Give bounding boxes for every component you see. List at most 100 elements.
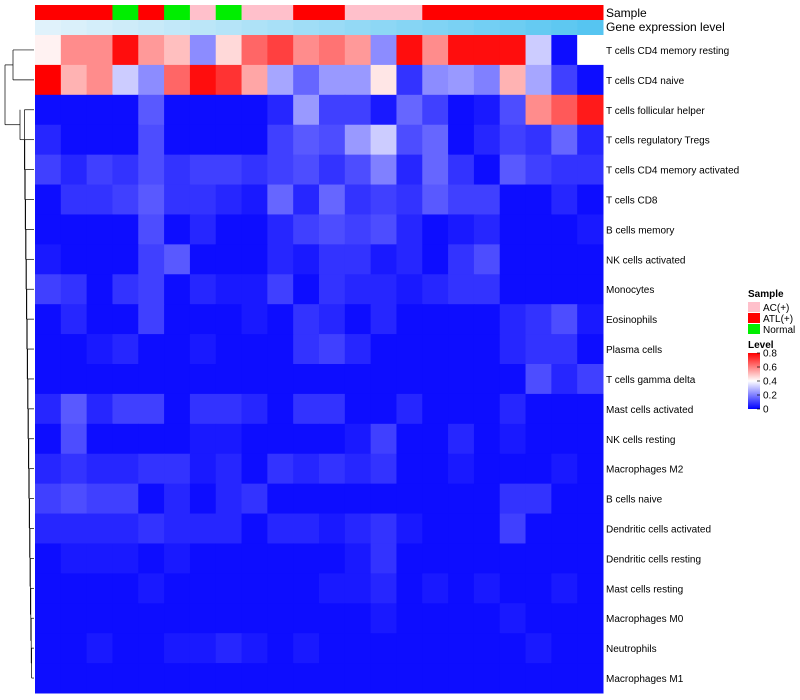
row-label: Eosinophils <box>606 315 657 326</box>
heatmap-cell <box>551 124 578 156</box>
heatmap-cell <box>215 214 243 245</box>
heatmap-cell <box>35 393 62 425</box>
heatmap-cell <box>164 423 191 455</box>
heatmap-cell <box>577 633 604 664</box>
heatmap-cell <box>422 543 449 574</box>
heatmap-cell <box>499 35 527 66</box>
sample-annotation-cell <box>396 5 423 20</box>
heatmap-cell <box>86 483 113 515</box>
heatmap-cell <box>60 603 88 634</box>
sample-annotation-cell <box>86 5 113 20</box>
heatmap-cell <box>319 483 346 515</box>
heatmap-cell <box>241 244 268 275</box>
heatmap-cell <box>86 154 113 186</box>
heatmap-cell <box>396 453 423 485</box>
heatmap-cell <box>86 35 113 66</box>
heatmap-cell <box>215 35 243 66</box>
heatmap-cell <box>344 274 372 305</box>
heatmap-cell <box>396 94 423 126</box>
heatmap-cell <box>499 633 527 664</box>
heatmap-cell <box>396 35 423 66</box>
heatmap-cell <box>241 214 268 245</box>
heatmap-cell <box>319 633 346 664</box>
sample-annotation-cell <box>164 5 191 20</box>
heatmap-cell <box>112 154 139 186</box>
heatmap-cell <box>422 274 449 305</box>
heatmap-cell <box>396 663 423 694</box>
heatmap-cell <box>551 483 578 515</box>
row-label: T cells regulatory Tregs <box>606 136 710 147</box>
heatmap-cell <box>86 543 113 574</box>
heatmap-cell <box>293 334 320 365</box>
heatmap-cell <box>396 214 423 245</box>
expression-annotation-cell <box>448 20 475 35</box>
heatmap-cell <box>215 423 243 455</box>
heatmap-cells <box>35 35 604 694</box>
heatmap-cell <box>370 483 397 515</box>
heatmap-cell <box>35 663 62 694</box>
heatmap-cell <box>86 364 113 395</box>
heatmap-cell <box>448 184 475 215</box>
heatmap-cell <box>164 364 191 395</box>
row-label: T cells gamma delta <box>606 375 696 386</box>
heatmap-cell <box>344 154 372 186</box>
heatmap-cell <box>86 573 113 604</box>
heatmap-cell <box>293 154 320 186</box>
heatmap-cell <box>499 393 527 425</box>
heatmap-cell <box>35 513 62 544</box>
heatmap-cell <box>241 154 268 186</box>
heatmap-cell <box>396 274 423 305</box>
heatmap-cell <box>396 603 423 634</box>
heatmap-cell <box>189 184 217 215</box>
heatmap-cell <box>344 184 372 215</box>
heatmap-cell <box>370 35 397 66</box>
heatmap-cell <box>35 214 62 245</box>
heatmap-cell <box>448 244 475 275</box>
heatmap-cell <box>86 603 113 634</box>
heatmap-cell <box>164 393 191 425</box>
heatmap-cell <box>525 573 552 604</box>
heatmap-cell <box>344 35 372 66</box>
sample-annotation-cell <box>319 5 346 20</box>
heatmap-cell <box>370 543 397 574</box>
heatmap-cell <box>138 453 165 485</box>
row-label: Plasma cells <box>606 345 662 356</box>
heatmap-cell <box>189 274 217 305</box>
heatmap-cell <box>499 154 527 186</box>
expression-annotation-cell <box>551 20 578 35</box>
heatmap-cell <box>293 633 320 664</box>
heatmap-cell <box>164 154 191 186</box>
heatmap-cell <box>293 124 320 156</box>
heatmap-cell <box>525 154 552 186</box>
heatmap-cell <box>35 124 62 156</box>
heatmap-cell <box>112 274 139 305</box>
heatmap-cell <box>499 364 527 395</box>
heatmap-cell <box>293 35 320 66</box>
heatmap-cell <box>370 513 397 544</box>
heatmap-cell <box>473 334 501 365</box>
heatmap-cell <box>189 124 217 156</box>
heatmap-cell <box>60 393 88 425</box>
heatmap-cell <box>86 304 113 335</box>
heatmap-cell <box>551 633 578 664</box>
heatmap-cell <box>448 334 475 365</box>
row-dendrogram <box>4 49 34 679</box>
heatmap-cell <box>112 423 139 455</box>
heatmap-cell <box>344 513 372 544</box>
heatmap-cell <box>422 483 449 515</box>
heatmap-cell <box>551 244 578 275</box>
heatmap-cell <box>138 94 165 126</box>
heatmap-cell <box>344 483 372 515</box>
heatmap-cell <box>164 603 191 634</box>
heatmap-cell <box>551 334 578 365</box>
heatmap-cell <box>112 124 139 156</box>
heatmap-cell <box>189 35 217 66</box>
sample-annotation-bar <box>35 5 604 20</box>
heatmap-cell <box>577 573 604 604</box>
heatmap-cell <box>293 423 320 455</box>
heatmap-cell <box>396 154 423 186</box>
heatmap-cell <box>164 94 191 126</box>
heatmap-cell <box>551 304 578 335</box>
heatmap-cell <box>164 35 191 66</box>
